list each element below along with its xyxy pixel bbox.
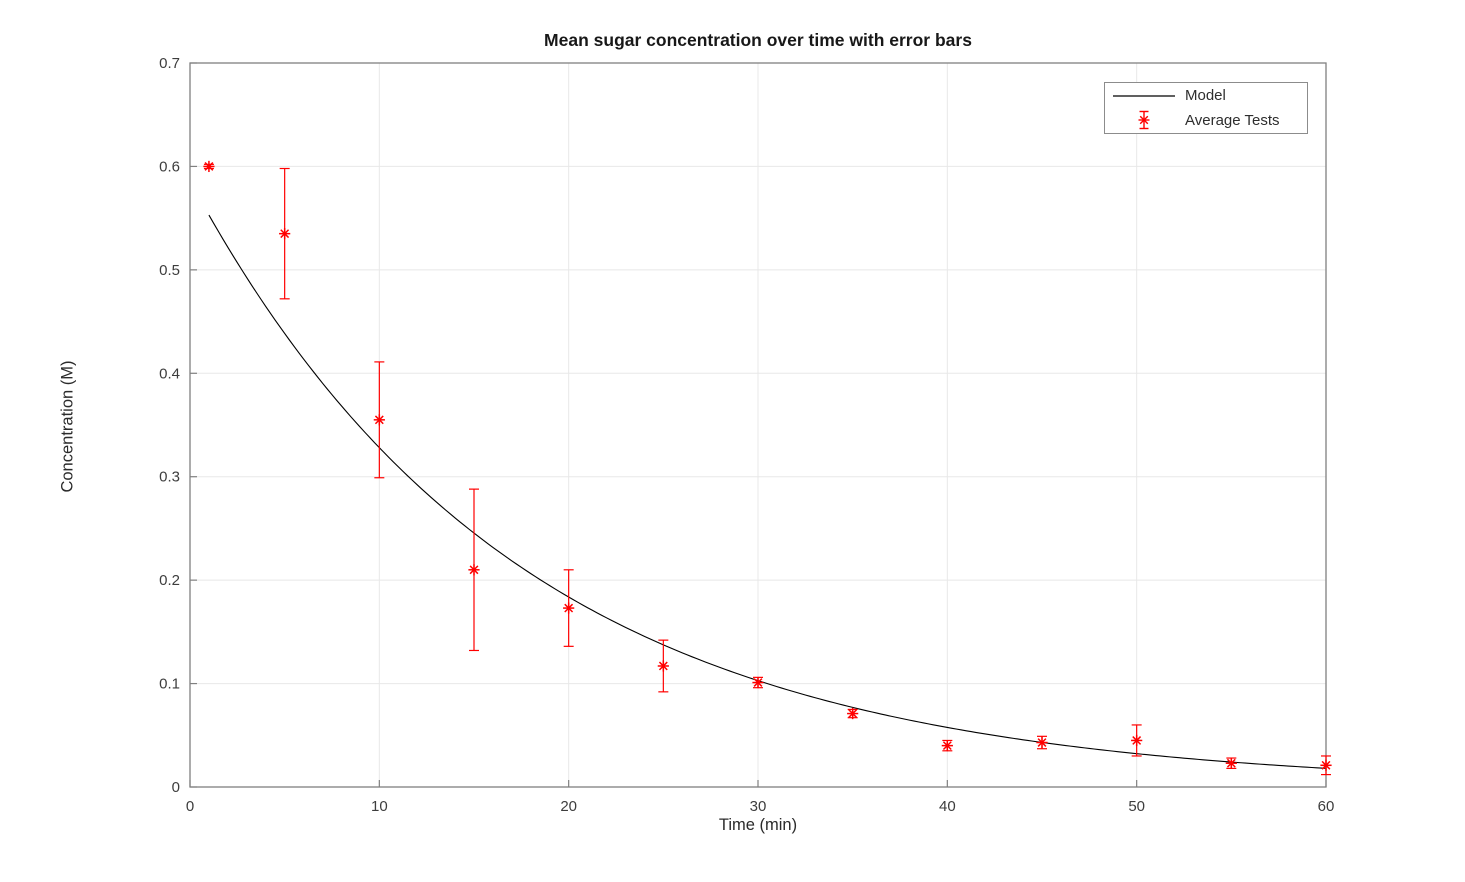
- data-point-asterisk: [752, 676, 764, 689]
- asterisk-stroke: [1321, 760, 1331, 770]
- legend: Model Average Tests: [1104, 82, 1308, 134]
- x-tick-label: 60: [1318, 798, 1335, 815]
- x-axis-label: Time (min): [718, 816, 798, 834]
- data-point-asterisk: [1320, 759, 1332, 771]
- data-point-asterisk: [468, 564, 480, 576]
- data-point-asterisk: [1131, 734, 1143, 747]
- asterisk-stroke: [942, 741, 952, 751]
- y-tick-label: 0.1: [159, 676, 180, 693]
- y-tick-label: 0.2: [159, 572, 180, 589]
- y-tick-label: 0.7: [159, 55, 180, 72]
- x-tick-label: 50: [1128, 798, 1145, 815]
- asterisk-stroke: [564, 603, 574, 613]
- y-tick-label: 0: [172, 779, 180, 796]
- y-tick-label: 0.3: [159, 469, 180, 486]
- x-tick-label: 0: [186, 798, 194, 815]
- asterisk-stroke: [374, 415, 384, 425]
- data-point-asterisk: [279, 228, 291, 240]
- data-point-asterisk: [657, 660, 669, 672]
- data-point-asterisk: [1036, 736, 1048, 749]
- x-tick-label: 30: [750, 798, 767, 815]
- legend-entry-model: Model: [1105, 84, 1307, 108]
- asterisk-stroke: [658, 661, 668, 671]
- asterisk-stroke: [753, 678, 763, 687]
- asterisk-stroke: [1132, 736, 1142, 745]
- legend-label-average-tests: Average Tests: [1185, 111, 1280, 129]
- data-point-asterisk: [847, 707, 859, 720]
- legend-entry-average-tests: Average Tests: [1105, 108, 1307, 132]
- asterisk-stroke: [1037, 738, 1047, 747]
- data-point-asterisk: [941, 740, 953, 752]
- x-tick-label: 20: [560, 798, 577, 815]
- asterisk-stroke: [204, 161, 214, 171]
- legend-asterisk-icon: [1138, 111, 1150, 130]
- model-curve: [208, 214, 1327, 769]
- asterisk-stroke: [280, 229, 290, 239]
- asterisk-stroke: [848, 709, 858, 718]
- errorbar-marker-sample-icon: [1105, 108, 1183, 132]
- y-tick-label: 0.6: [159, 158, 180, 175]
- x-tick-label: 10: [371, 798, 388, 815]
- data-point-asterisk: [1225, 757, 1237, 769]
- x-tick-label: 40: [939, 798, 956, 815]
- y-axis-label: Concentration (M): [58, 360, 77, 493]
- asterisk-stroke: [469, 565, 479, 575]
- legend-label-model: Model: [1185, 87, 1226, 105]
- data-point-asterisk: [373, 414, 385, 426]
- data-point-asterisk: [563, 602, 575, 614]
- y-tick-label: 0.5: [159, 262, 180, 279]
- model-line-sample-icon: [1105, 91, 1183, 101]
- chart-title: Mean sugar concentration over time with …: [544, 30, 972, 50]
- data-point-asterisk: [203, 160, 215, 173]
- asterisk-stroke: [1226, 758, 1236, 768]
- y-tick-label: 0.4: [159, 365, 180, 382]
